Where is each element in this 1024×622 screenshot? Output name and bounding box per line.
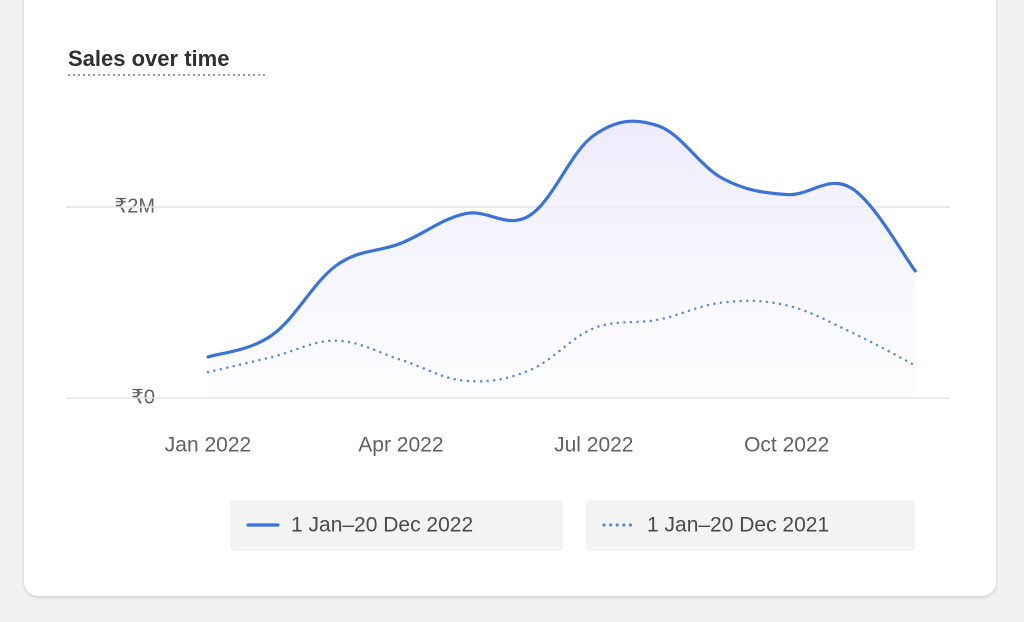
x-tick-label: Oct 2022 [744, 434, 829, 457]
legend-item [586, 500, 915, 551]
legend-item [230, 500, 563, 551]
legend-label: 1 Jan–20 Dec 2022 [291, 514, 473, 537]
x-tick-label: Jan 2022 [165, 434, 251, 457]
x-tick-label: Jul 2022 [554, 434, 633, 457]
series-line [206, 299, 917, 383]
series-line [206, 119, 917, 359]
chart-title: Sales over time [68, 46, 229, 71]
area [208, 121, 916, 398]
legend-label: 1 Jan–20 Dec 2021 [647, 514, 829, 537]
x-tick-label: Apr 2022 [358, 434, 443, 457]
